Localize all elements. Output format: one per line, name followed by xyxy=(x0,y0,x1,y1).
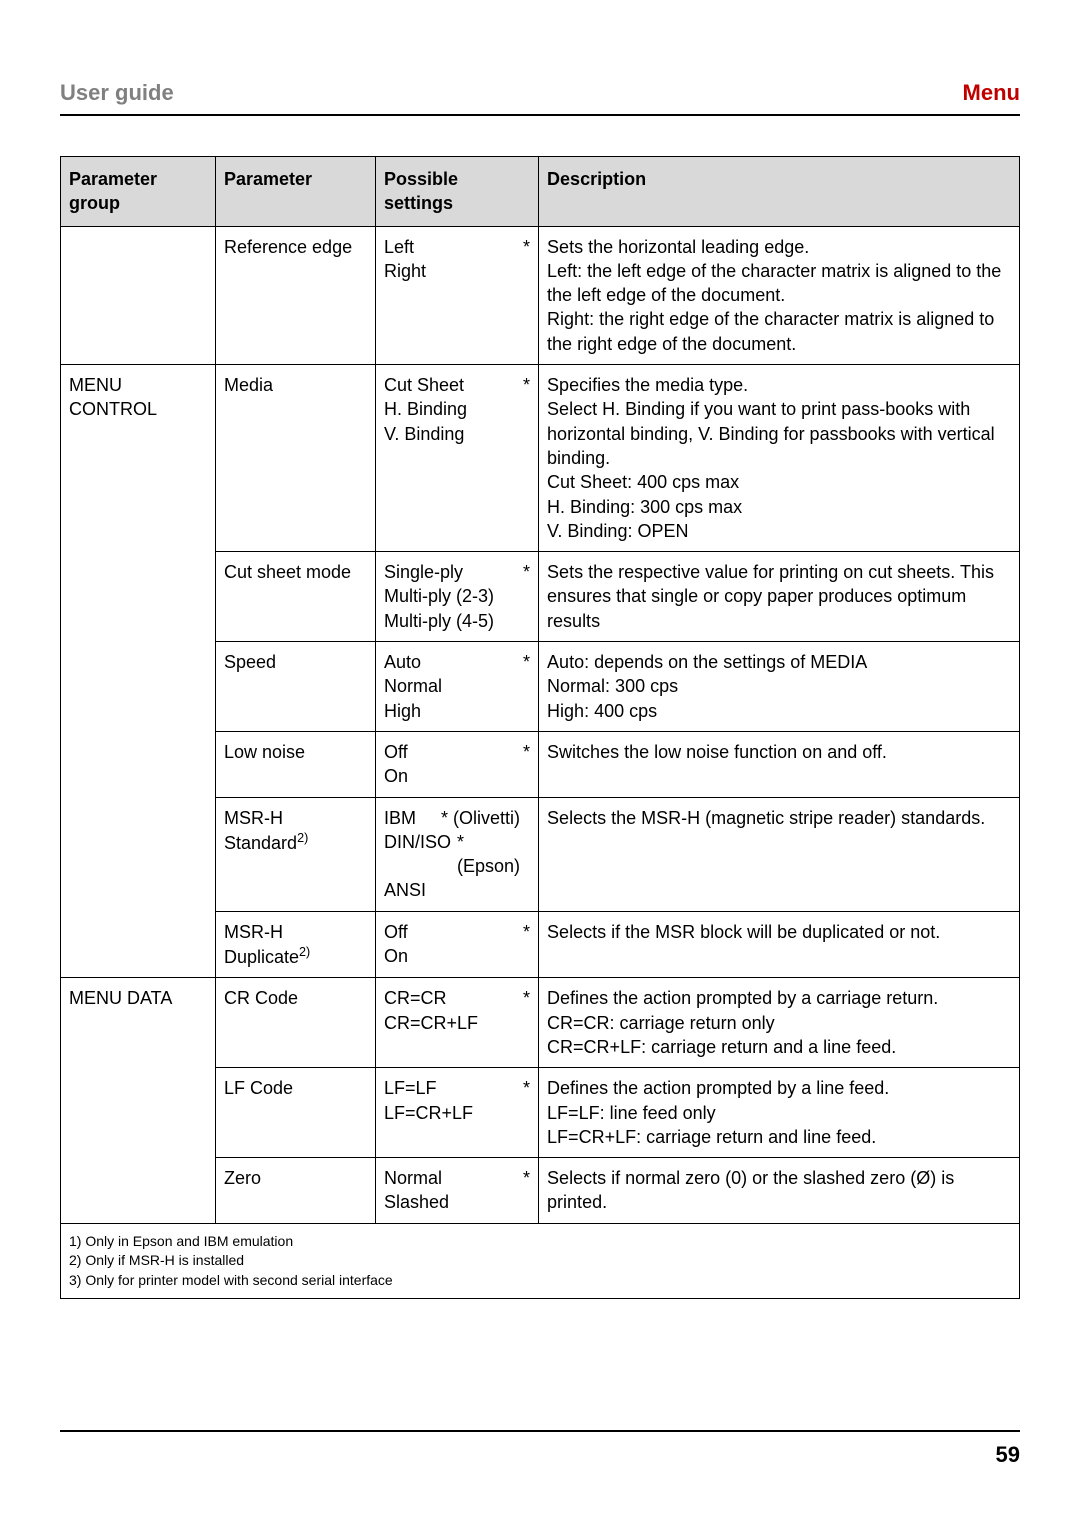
param-sup: 2) xyxy=(299,945,310,959)
table-row: MENU DATA CR Code CR=CRCR=CR+LF * Define… xyxy=(61,978,1020,1068)
cell-settings: IBM * (Olivetti) DIN/ISO * (Epson) ANSI xyxy=(376,797,539,911)
param-text: MSR-H Duplicate xyxy=(224,922,299,967)
default-star-icon: * xyxy=(523,650,530,674)
cell-group xyxy=(61,226,216,364)
cell-settings: Cut SheetH. BindingV. Binding * xyxy=(376,365,539,552)
default-star-icon: * xyxy=(523,986,530,1010)
cell-settings: AutoNormalHigh * xyxy=(376,642,539,732)
cell-desc: Defines the action prompted by a line fe… xyxy=(539,1068,1020,1158)
footnote: 2) Only if MSR-H is installed xyxy=(69,1251,1011,1271)
cell-param: MSR-H Standard2) xyxy=(216,797,376,911)
settings-text: LeftRight xyxy=(384,237,426,281)
default-star-icon: * xyxy=(523,740,530,764)
cell-settings: Single-plyMulti-ply (2-3)Multi-ply (4-5)… xyxy=(376,552,539,642)
default-star-icon: * xyxy=(523,560,530,584)
settings-text: NormalSlashed xyxy=(384,1168,449,1212)
settings-text: * (Olivetti) xyxy=(441,806,520,830)
settings-text: AutoNormalHigh xyxy=(384,652,442,721)
page-header: User guide Menu xyxy=(60,80,1020,116)
col-header-settings: Possible settings xyxy=(376,157,539,227)
cell-param: Zero xyxy=(216,1158,376,1224)
table-footnotes: 1) Only in Epson and IBM emulation 2) On… xyxy=(61,1223,1020,1299)
cell-param: Media xyxy=(216,365,376,552)
cell-desc: Defines the action prompted by a carriag… xyxy=(539,978,1020,1068)
param-text: MSR-H Standard xyxy=(224,808,297,853)
param-sup: 2) xyxy=(297,831,308,845)
header-right: Menu xyxy=(963,80,1020,106)
cell-settings: CR=CRCR=CR+LF * xyxy=(376,978,539,1068)
default-star-icon: * xyxy=(523,1076,530,1100)
cell-param: LF Code xyxy=(216,1068,376,1158)
col-header-desc: Description xyxy=(539,157,1020,227)
settings-text: ANSI xyxy=(384,880,426,900)
default-star-icon: * xyxy=(523,920,530,944)
cell-settings: OffOn * xyxy=(376,911,539,978)
cell-param: Speed xyxy=(216,642,376,732)
cell-desc: Sets the respective value for printing o… xyxy=(539,552,1020,642)
cell-settings: OffOn * xyxy=(376,731,539,797)
header-left: User guide xyxy=(60,80,174,106)
table-row: Reference edge LeftRight * Sets the hori… xyxy=(61,226,1020,364)
default-star-icon: * xyxy=(523,235,530,259)
page-number: 59 xyxy=(996,1442,1020,1467)
settings-text: Single-plyMulti-ply (2-3)Multi-ply (4-5) xyxy=(384,562,494,631)
page-footer: 59 xyxy=(60,1430,1020,1468)
cell-settings: LF=LFLF=CR+LF * xyxy=(376,1068,539,1158)
cell-desc: Auto: depends on the settings of MEDIANo… xyxy=(539,642,1020,732)
footnotes-cell: 1) Only in Epson and IBM emulation 2) On… xyxy=(61,1223,1020,1299)
settings-text: * (Epson) xyxy=(457,830,520,879)
cell-desc: Switches the low noise function on and o… xyxy=(539,731,1020,797)
cell-group: MENU DATA xyxy=(61,978,216,1223)
cell-settings: LeftRight * xyxy=(376,226,539,364)
cell-desc: Selects the MSR-H (magnetic stripe reade… xyxy=(539,797,1020,911)
cell-desc: Selects if the MSR block will be duplica… xyxy=(539,911,1020,978)
settings-text: OffOn xyxy=(384,922,408,966)
settings-text: OffOn xyxy=(384,742,408,786)
parameter-table: Parameter group Parameter Possible setti… xyxy=(60,156,1020,1299)
footnote: 1) Only in Epson and IBM emulation xyxy=(69,1232,1011,1252)
default-star-icon: * xyxy=(523,1166,530,1190)
col-header-group: Parameter group xyxy=(61,157,216,227)
settings-text: Cut SheetH. BindingV. Binding xyxy=(384,375,467,444)
cell-desc: Sets the horizontal leading edge.Left: t… xyxy=(539,226,1020,364)
footnote: 3) Only for printer model with second se… xyxy=(69,1271,1011,1291)
settings-text: LF=LFLF=CR+LF xyxy=(384,1078,473,1122)
settings-text: CR=CRCR=CR+LF xyxy=(384,988,478,1032)
cell-param: Reference edge xyxy=(216,226,376,364)
cell-desc: Selects if normal zero (0) or the slashe… xyxy=(539,1158,1020,1224)
cell-param: Cut sheet mode xyxy=(216,552,376,642)
cell-param: CR Code xyxy=(216,978,376,1068)
cell-param: Low noise xyxy=(216,731,376,797)
settings-text: DIN/ISO xyxy=(384,830,451,879)
cell-group: MENU CONTROL xyxy=(61,365,216,978)
page: User guide Menu Parameter group Paramete… xyxy=(0,0,1080,1528)
table-row: MENU CONTROL Media Cut SheetH. BindingV.… xyxy=(61,365,1020,552)
cell-param: MSR-H Duplicate2) xyxy=(216,911,376,978)
settings-text: IBM xyxy=(384,806,416,830)
default-star-icon: * xyxy=(523,373,530,397)
cell-desc: Specifies the media type.Select H. Bindi… xyxy=(539,365,1020,552)
cell-settings: NormalSlashed * xyxy=(376,1158,539,1224)
col-header-param: Parameter xyxy=(216,157,376,227)
table-header-row: Parameter group Parameter Possible setti… xyxy=(61,157,1020,227)
